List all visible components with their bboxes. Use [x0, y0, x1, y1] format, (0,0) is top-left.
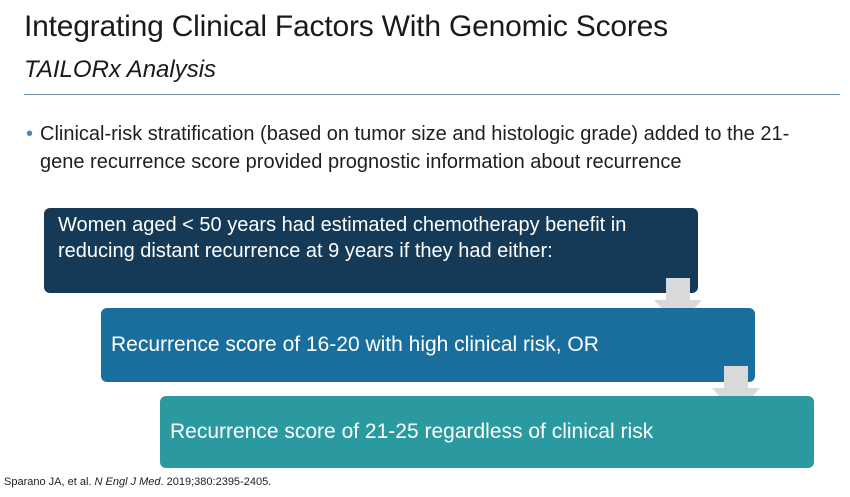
flow-box-criteria: Women aged < 50 years had estimated chem… — [44, 208, 698, 293]
bullet-marker: • — [26, 123, 34, 145]
bullet-text: Clinical-risk stratification (based on t… — [40, 123, 790, 173]
flow-box-score-21-25: Recurrence score of 21-25 regardless of … — [160, 396, 814, 468]
citation-authors: Sparano JA, et al. — [4, 476, 95, 488]
citation-details: . 2019;380:2395-2405. — [160, 476, 272, 488]
slide-title: Integrating Clinical Factors With Genomi… — [24, 10, 668, 43]
slide-subtitle: TAILORx Analysis — [24, 56, 217, 83]
down-arrow-icon — [654, 278, 702, 326]
title-divider — [24, 94, 840, 95]
citation: Sparano JA, et al. N Engl J Med. 2019;38… — [4, 476, 271, 488]
down-arrow-icon — [712, 366, 760, 414]
bullet-item: • Clinical-risk stratification (based on… — [26, 120, 816, 176]
flow-box-score-16-20: Recurrence score of 16-20 with high clin… — [101, 308, 755, 382]
citation-journal: N Engl J Med — [94, 476, 161, 488]
